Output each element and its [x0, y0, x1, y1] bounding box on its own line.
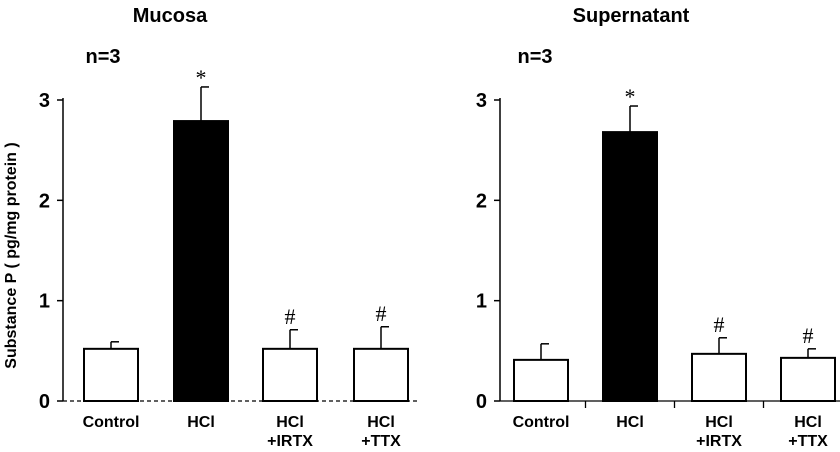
- y-axis-label: Substance P ( pg/mg protein ): [3, 142, 20, 368]
- x-tick-label: +TTX: [788, 433, 828, 450]
- x-tick-label: +IRTX: [696, 433, 742, 450]
- chart-panel-1: Mucosa n=3 Substance P ( pg/mg protein ) 0 1…: [3, 5, 420, 450]
- bar: [780, 356, 836, 402]
- significance-marker: *: [196, 65, 207, 90]
- bar: [262, 347, 318, 402]
- chart-title: Supernatant: [573, 5, 690, 27]
- y-tick-label: 1: [39, 291, 50, 313]
- x-tick-label: HCl: [616, 414, 644, 431]
- y-tick-label: 1: [476, 291, 487, 313]
- chart-panel-2: Supernatant n=3 0 1 2 3 Control * HCl # HCl +IRTX # H…: [476, 5, 840, 450]
- significance-marker: #: [285, 304, 296, 329]
- significance-marker: #: [803, 323, 814, 348]
- x-tick-label: HCl: [187, 414, 215, 431]
- x-tick-label: Control: [83, 414, 140, 431]
- sample-size-label: n=3: [85, 46, 120, 68]
- x-tick-label: +IRTX: [267, 433, 313, 450]
- y-tick-label: 3: [476, 90, 487, 112]
- x-tick-label: HCl: [794, 414, 822, 431]
- x-tick-label: HCl: [276, 414, 304, 431]
- x-tick-label: HCl: [367, 414, 395, 431]
- sample-size-label: n=3: [517, 46, 552, 68]
- bar: [83, 347, 139, 402]
- y-tick-label: 0: [476, 391, 487, 413]
- y-tick-label: 2: [476, 190, 487, 212]
- y-tick-label: 3: [39, 90, 50, 112]
- bar: [691, 352, 747, 402]
- x-tick-label: Control: [513, 414, 570, 431]
- x-tick-label: HCl: [705, 414, 733, 431]
- chart-title: Mucosa: [133, 5, 208, 27]
- x-tick-label: +TTX: [361, 433, 401, 450]
- bar: [513, 358, 569, 403]
- bar: [602, 131, 658, 403]
- significance-marker: *: [625, 84, 636, 109]
- significance-marker: #: [714, 312, 725, 337]
- significance-marker: #: [376, 301, 387, 326]
- bar: [353, 347, 409, 402]
- y-tick-label: 2: [39, 190, 50, 212]
- bar: [173, 120, 229, 402]
- y-tick-label: 0: [39, 391, 50, 413]
